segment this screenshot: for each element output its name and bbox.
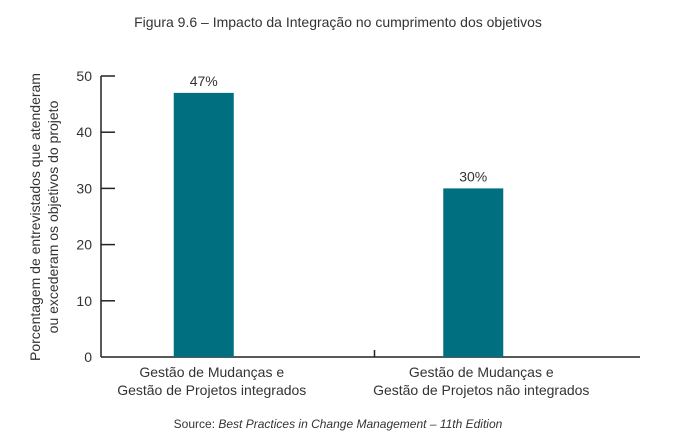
x-tick-label: Gestão de Projetos não integrados [373, 382, 589, 398]
x-tick-label: Gestão de Projetos integrados [117, 382, 306, 398]
y-axis-label-line2: ou excederam os objetivos do projeto [45, 100, 61, 333]
y-tick-label: 30 [76, 180, 92, 196]
bar [443, 188, 504, 357]
y-tick-label: 20 [76, 237, 92, 253]
bar [173, 92, 234, 358]
x-tick-label: Gestão de Mudanças e [139, 364, 284, 380]
data-label: 47% [190, 73, 218, 89]
chart-title: Figura 9.6 – Impacto da Integração no cu… [134, 14, 542, 30]
y-tick-label: 40 [76, 124, 92, 140]
data-label: 30% [459, 168, 487, 184]
y-tick-label: 10 [76, 293, 92, 309]
y-tick-label: 0 [84, 349, 92, 365]
source-prefix: Source: [174, 417, 219, 431]
source-note: Source: Best Practices in Change Managem… [174, 417, 503, 431]
y-axis-label-line1: Porcentagem de entrevistados que atender… [27, 73, 43, 361]
source-title: Best Practices in Change Management – 11… [218, 417, 502, 431]
y-tick-label: 50 [76, 68, 92, 84]
x-tick-label: Gestão de Mudanças e [409, 364, 554, 380]
